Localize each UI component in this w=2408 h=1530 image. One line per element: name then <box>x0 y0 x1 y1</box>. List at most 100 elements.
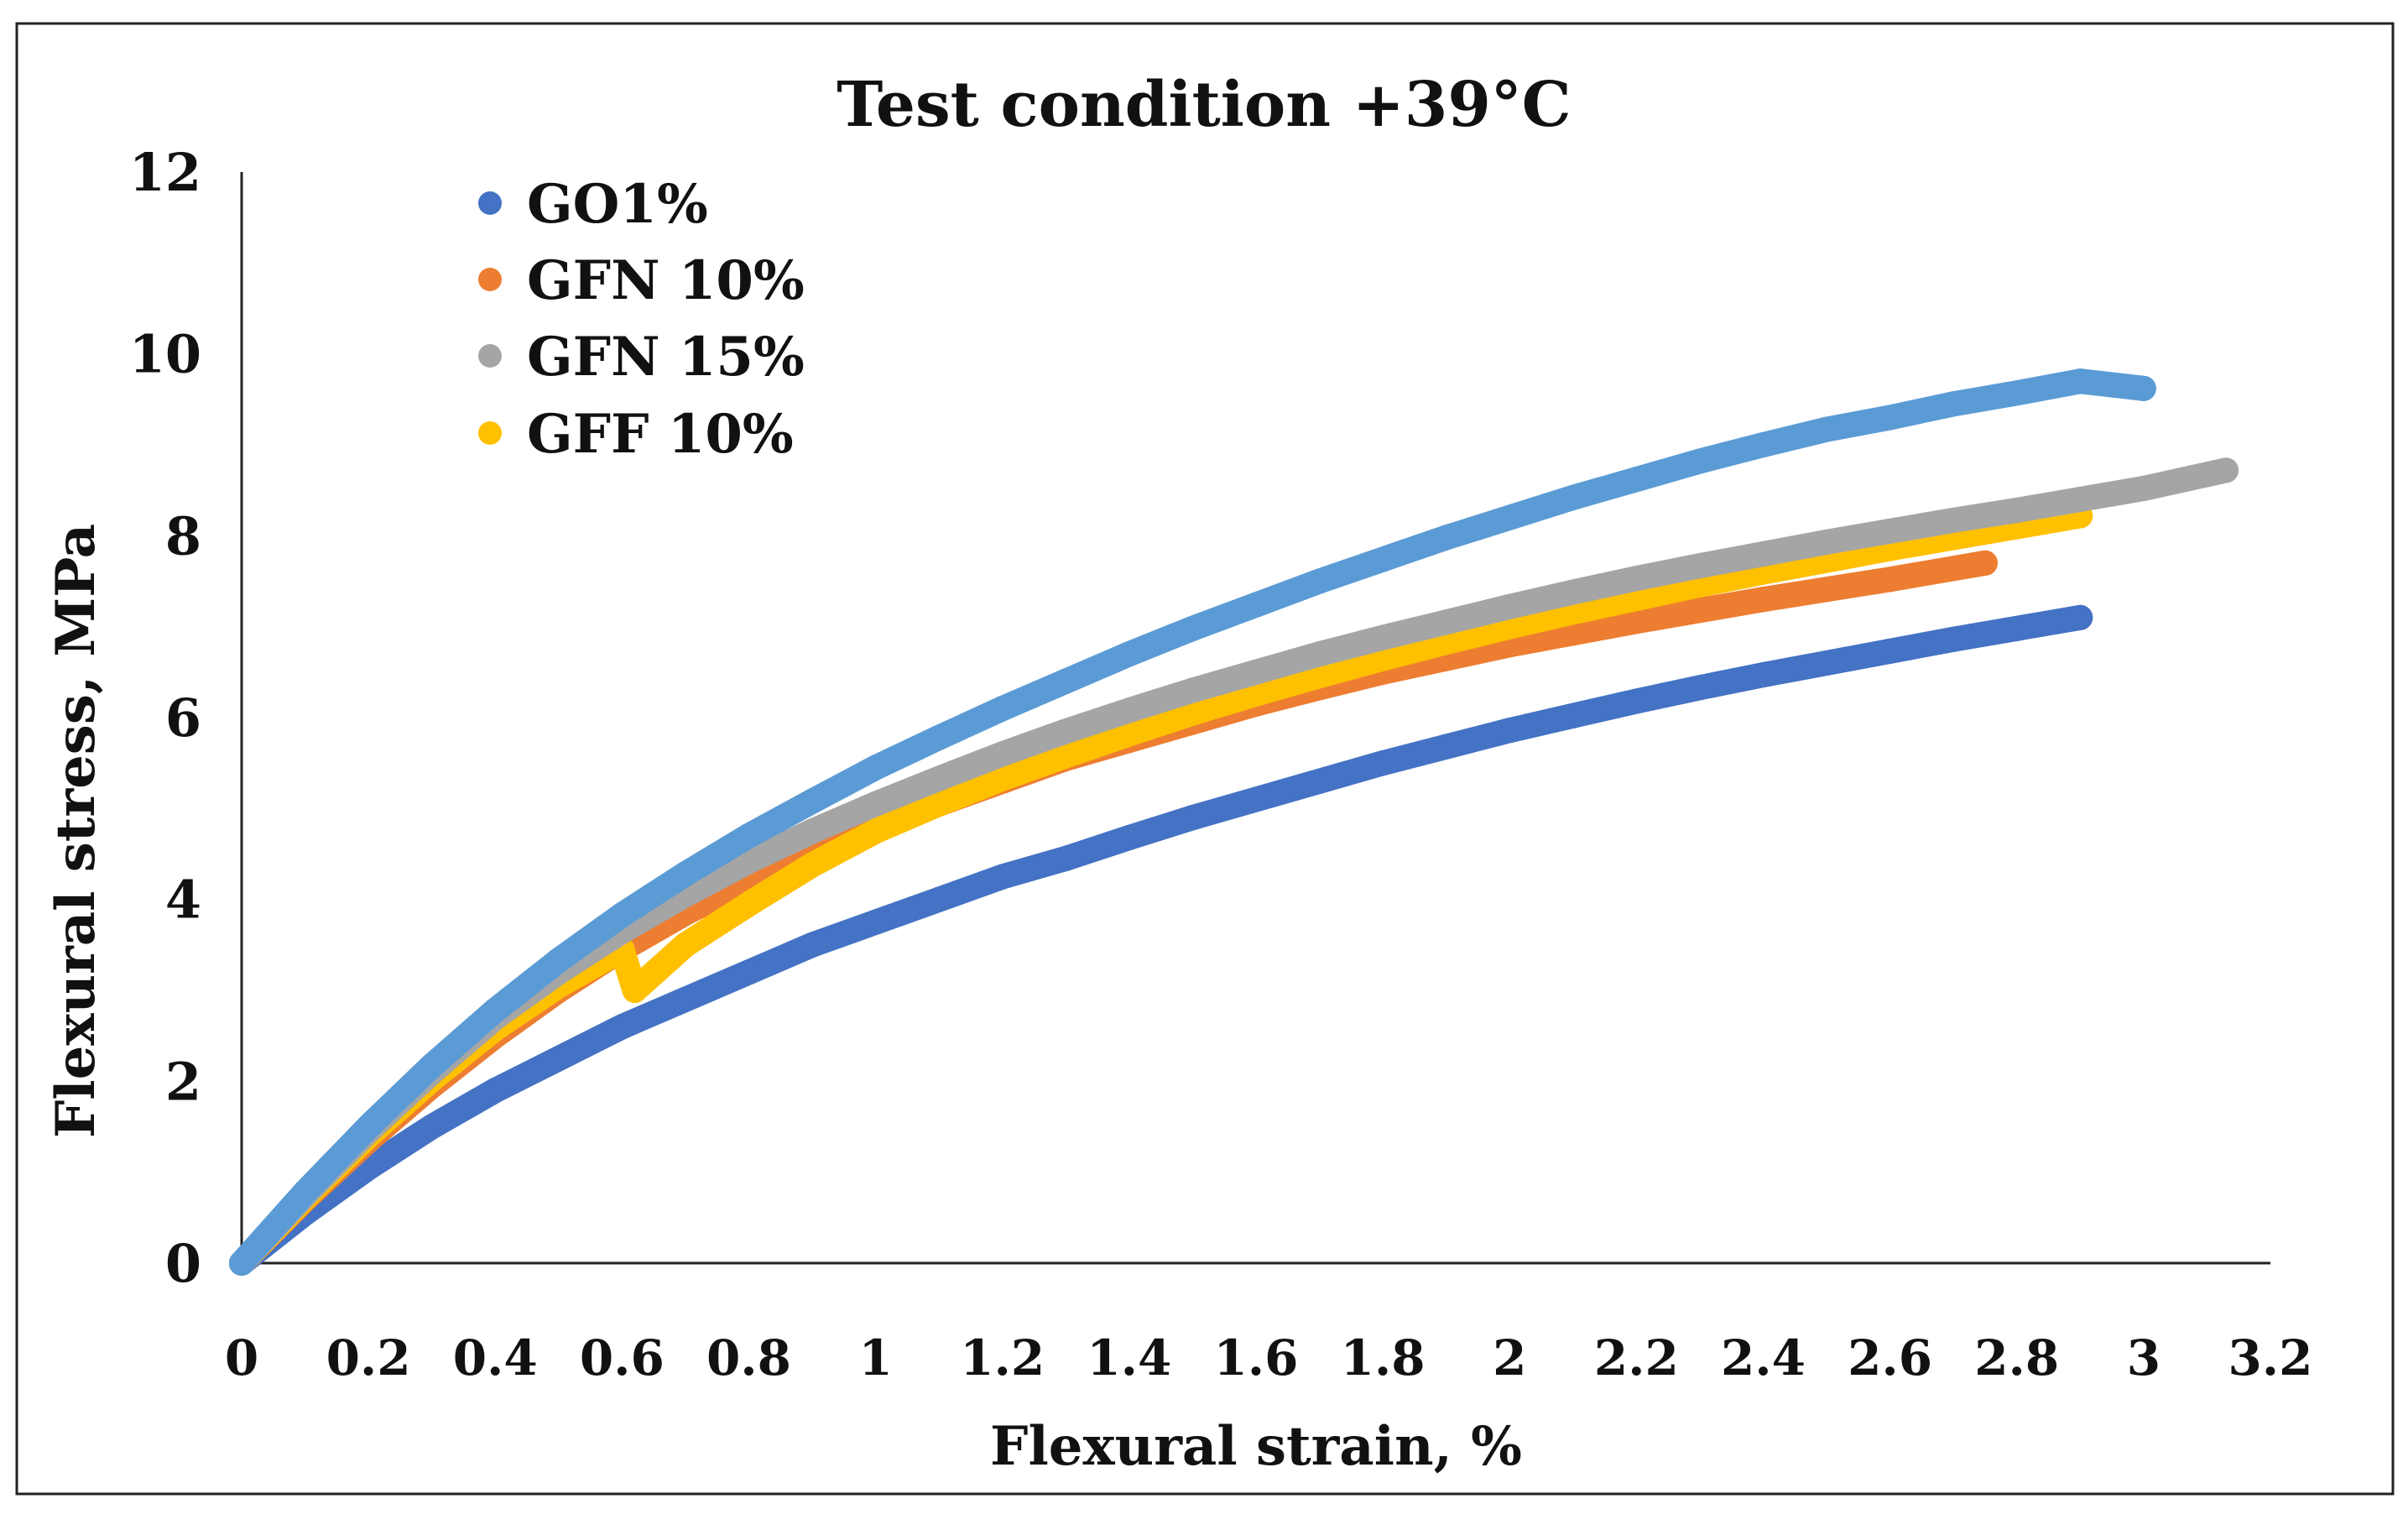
x-tick-label: 0.6 <box>580 1329 665 1386</box>
data-point <box>926 724 952 750</box>
x-tick-label: 1.4 <box>1087 1329 1171 1386</box>
data-point <box>1560 484 1586 510</box>
data-point <box>2067 604 2093 630</box>
data-point <box>1877 405 1903 431</box>
data-point <box>800 852 826 878</box>
data-point <box>863 818 889 844</box>
data-point <box>482 1078 508 1104</box>
x-tick-label: 3.2 <box>2228 1329 2313 1386</box>
data-point <box>2004 615 2030 641</box>
data-point <box>1750 662 1776 688</box>
data-point <box>863 755 889 781</box>
data-point <box>482 997 508 1023</box>
data-point <box>1497 718 1523 744</box>
data-point <box>1624 467 1650 493</box>
data-point <box>1306 768 1332 794</box>
data-point <box>1053 718 1079 744</box>
legend-label: GFN 10% <box>527 249 805 312</box>
data-point <box>863 791 889 817</box>
y-axis-label: Flexural stress, MPa <box>44 524 107 1138</box>
data-point <box>1750 432 1776 457</box>
y-tick-label: 12 <box>129 142 201 203</box>
x-tick-label: 1.6 <box>1214 1329 1299 1386</box>
data-point <box>672 861 698 887</box>
series-unlabeled <box>229 368 2156 1276</box>
data-point <box>1180 677 1206 703</box>
data-point <box>800 932 826 958</box>
data-point <box>2004 498 2030 523</box>
data-point <box>229 1251 254 1276</box>
data-point <box>2213 457 2239 483</box>
x-tick-label: 2.2 <box>1594 1329 1679 1386</box>
data-point <box>736 849 762 875</box>
data-point <box>1243 592 1269 618</box>
data-point <box>1243 659 1269 685</box>
data-point <box>989 765 1015 791</box>
data-point <box>1941 391 1967 417</box>
y-tick-label: 10 <box>129 324 201 385</box>
data-point <box>1750 541 1776 567</box>
data-point <box>800 818 826 844</box>
data-point <box>545 948 571 974</box>
data-point <box>1180 805 1206 831</box>
data-point <box>1053 743 1079 769</box>
data-point <box>1941 507 1967 533</box>
data-point <box>1180 615 1206 641</box>
data-point <box>926 791 952 817</box>
data-point <box>545 1046 571 1072</box>
data-point <box>1243 681 1269 707</box>
legend: GO1% GFN 10% GFN 15% GFF 10% <box>478 173 805 466</box>
data-point <box>989 696 1015 722</box>
legend-marker <box>478 268 502 291</box>
data-point <box>672 986 698 1012</box>
x-tick-label: 2.6 <box>1848 1329 1932 1386</box>
y-tick-labels: 0 2 4 6 8 10 12 <box>129 142 201 1294</box>
data-point <box>1624 688 1650 714</box>
x-tick-label: 0.4 <box>453 1329 538 1386</box>
data-point <box>2067 487 2093 512</box>
data-point <box>1370 546 1396 572</box>
data-point <box>989 864 1015 890</box>
legend-marker <box>478 344 502 368</box>
data-point <box>1433 525 1459 551</box>
series-go1- <box>229 604 2093 1276</box>
data-point <box>736 891 762 917</box>
legend-marker <box>478 191 502 215</box>
x-tick-label: 3 <box>2127 1329 2160 1386</box>
data-point <box>622 978 648 1003</box>
data-point <box>672 932 698 958</box>
data-point <box>1116 641 1142 667</box>
data-point <box>863 909 889 935</box>
x-tick-label: 0.8 <box>706 1329 791 1386</box>
data-point <box>419 1052 445 1078</box>
x-tick-label: 0 <box>225 1329 258 1386</box>
y-tick-label: 4 <box>165 869 201 931</box>
data-point <box>736 822 762 849</box>
data-point <box>1624 608 1650 634</box>
data-point <box>356 1114 382 1140</box>
x-tick-label: 2 <box>1493 1329 1526 1386</box>
data-point <box>2067 368 2093 394</box>
data-point <box>2130 375 2156 401</box>
legend-label: GO1% <box>527 173 708 236</box>
data-point <box>1306 568 1332 594</box>
data-point <box>1433 609 1459 635</box>
legend-label: GFF 10% <box>527 403 794 466</box>
data-point <box>1180 700 1206 726</box>
data-point <box>2004 380 2030 406</box>
data-point <box>926 886 952 912</box>
data-point <box>1560 702 1586 728</box>
data-point <box>1877 638 1903 664</box>
x-tick-label: 2.4 <box>1721 1329 1806 1386</box>
data-point <box>292 1179 318 1205</box>
data-point <box>1686 598 1712 624</box>
data-point <box>1370 624 1396 650</box>
data-point <box>1497 593 1523 619</box>
x-tick-label: 1 <box>858 1329 892 1386</box>
data-point <box>1814 416 1840 442</box>
y-tick-label: 6 <box>165 687 201 749</box>
data-point <box>1624 566 1650 592</box>
legend-label: GFN 15% <box>527 326 805 389</box>
